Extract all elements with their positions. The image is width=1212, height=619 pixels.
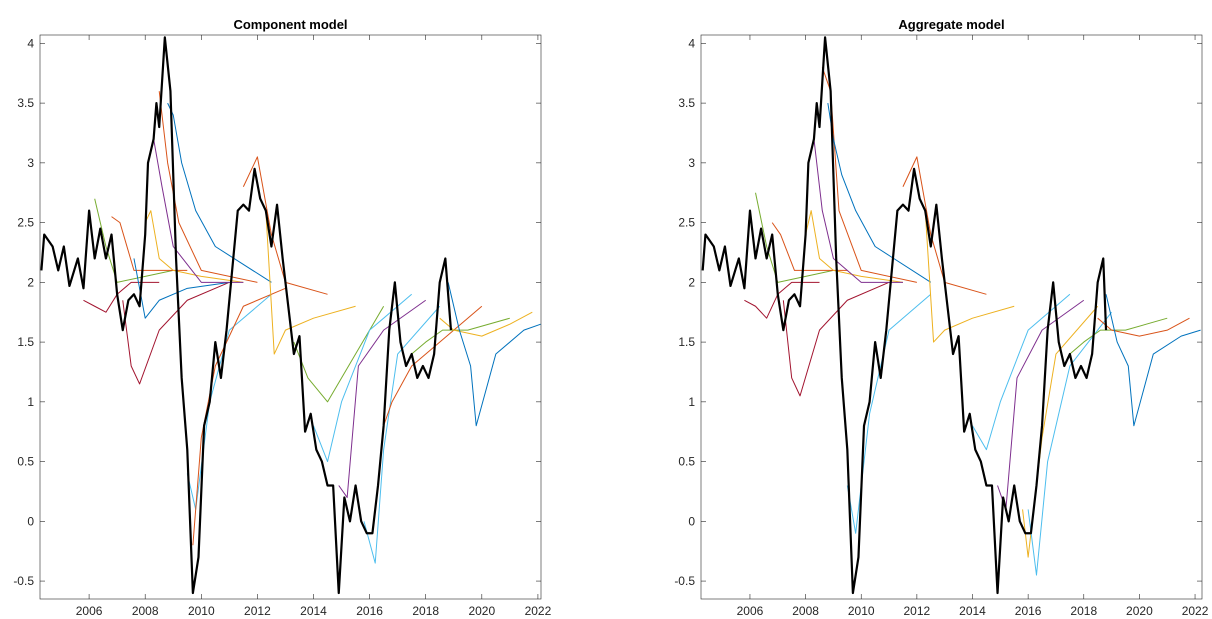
y-tick-label: 0.5: [678, 455, 695, 469]
y-tick-label: 1: [688, 395, 695, 409]
y-tick-label: 3: [688, 156, 695, 170]
series-line: [439, 311, 533, 337]
x-tick-label: 2012: [244, 604, 271, 618]
chart-title: Component model: [233, 17, 347, 32]
series-line: [83, 281, 160, 313]
series-line: [1105, 294, 1201, 427]
y-tick-label: 4: [27, 36, 34, 50]
series-line: [94, 198, 174, 283]
x-tick-label: 2020: [468, 604, 495, 618]
x-tick-label: 2008: [792, 604, 819, 618]
series-line: [755, 192, 834, 283]
series-line: [153, 138, 244, 283]
series-line: [265, 210, 356, 355]
series-line: [313, 293, 413, 463]
series-line: [111, 216, 188, 271]
x-tick-label: 2018: [412, 604, 439, 618]
series-line: [813, 138, 903, 283]
series-line: [293, 305, 385, 403]
x-tick-label: 2010: [848, 604, 875, 618]
y-tick-label: -0.5: [13, 574, 34, 588]
axes-box: [39, 34, 542, 600]
x-tick-label: 2020: [1126, 604, 1153, 618]
y-tick-label: 0: [27, 514, 34, 528]
x-tick-label: 2010: [188, 604, 215, 618]
series-line: [902, 156, 987, 295]
series-line: [167, 102, 272, 283]
axes: -0.5 0 0.5 1 1.5 2 2.5 3 3.5 4 2006 2008 2010 2012 201…: [674, 17, 1208, 618]
y-tick-label: 3.5: [678, 96, 695, 110]
series-line: [242, 156, 328, 295]
x-tick-label: 2006: [76, 604, 103, 618]
plot-area: [701, 35, 1202, 599]
series-line: [821, 67, 917, 283]
series-line: [411, 317, 510, 355]
x-tick-label: 2012: [904, 604, 931, 618]
y-tick-label: 0: [688, 514, 695, 528]
y-tick-label: 2: [688, 275, 695, 289]
series-line: [771, 222, 848, 271]
series-line: [363, 305, 441, 564]
y-tick-label: 2.5: [678, 216, 695, 230]
y-tick-label: 3: [27, 156, 34, 170]
x-tick-label: 2014: [959, 604, 986, 618]
y-tick-label: 2: [27, 275, 34, 289]
series-line: [972, 293, 1071, 451]
y-tick-label: 0.5: [17, 455, 34, 469]
series-line: [1022, 305, 1099, 558]
y-tick-label: 3.5: [17, 96, 34, 110]
axes: -0.5 0 0.5 1 1.5 2 2.5 3 3.5 4 2006 2008 2010 2012 201…: [13, 17, 551, 618]
y-tick-label: 2.5: [17, 216, 34, 230]
x-tick-label: 2018: [1070, 604, 1097, 618]
series-line: [40, 36, 453, 595]
y-tick-label: 1.5: [678, 335, 695, 349]
series-line: [122, 281, 230, 385]
x-tick-label: 2008: [132, 604, 159, 618]
chart-title: Aggregate model: [898, 17, 1004, 32]
series-line: [144, 210, 244, 283]
x-tick-label: 2014: [300, 604, 327, 618]
series-line: [701, 36, 1108, 595]
y-tick-label: 1: [27, 395, 34, 409]
x-tick-label: 2022: [1182, 604, 1209, 618]
series-line: [192, 287, 286, 546]
series-line: [133, 258, 230, 319]
series-line: [924, 210, 1015, 343]
x-tick-label: 2022: [525, 604, 552, 618]
axes-box: [700, 34, 1203, 600]
y-tick-label: -0.5: [674, 574, 695, 588]
x-tick-label: 2006: [737, 604, 764, 618]
plot-lines: [40, 36, 541, 595]
series-line: [805, 210, 904, 283]
x-tick-label: 2016: [356, 604, 383, 618]
series-line: [1027, 311, 1112, 576]
y-tick-label: 4: [688, 36, 695, 50]
series-line: [158, 91, 258, 283]
plot-lines: [701, 36, 1201, 595]
series-line: [1069, 317, 1168, 355]
y-tick-label: 1.5: [17, 335, 34, 349]
series-line: [744, 281, 820, 319]
x-tick-label: 2016: [1015, 604, 1042, 618]
series-line: [782, 281, 890, 397]
series-line: [846, 293, 932, 534]
series-line: [447, 282, 541, 427]
